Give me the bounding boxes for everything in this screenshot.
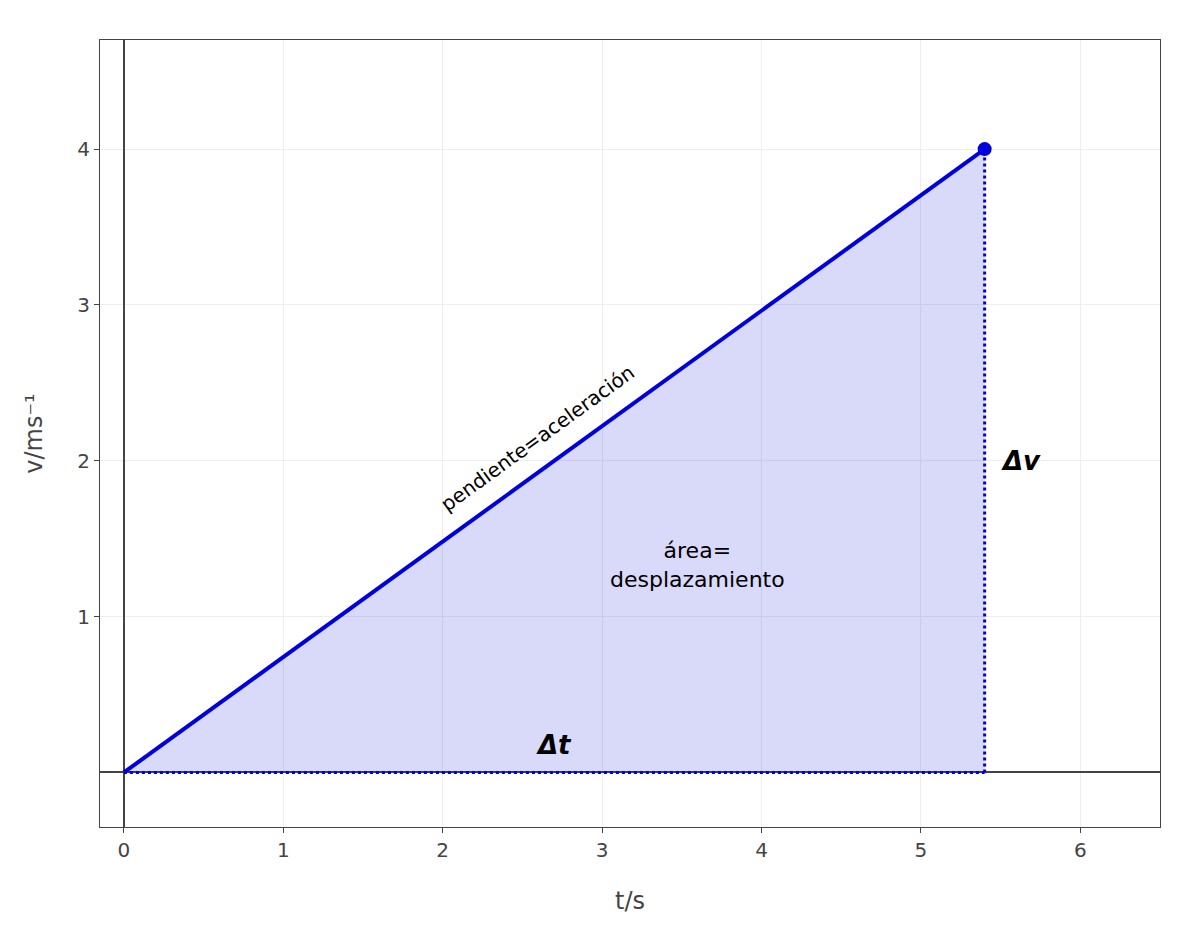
svg-text:4: 4: [77, 137, 90, 161]
svg-text:t/s: t/s: [615, 887, 645, 915]
svg-text:3: 3: [596, 838, 609, 862]
svg-text:3: 3: [77, 293, 90, 317]
svg-text:pendiente=aceleración: pendiente=aceleración: [436, 360, 639, 516]
svg-text:Δt: Δt: [536, 730, 572, 760]
svg-text:1: 1: [277, 838, 290, 862]
svg-text:6: 6: [1074, 838, 1087, 862]
svg-text:2: 2: [436, 838, 449, 862]
svg-text:área=desplazamiento: área=desplazamiento: [610, 538, 785, 592]
svg-text:Δv: Δv: [1001, 446, 1041, 476]
svg-text:5: 5: [915, 838, 928, 862]
svg-text:0: 0: [118, 838, 131, 862]
svg-text:4: 4: [755, 838, 768, 862]
svg-text:v/ms⁻¹: v/ms⁻¹: [20, 393, 48, 473]
svg-text:2: 2: [77, 449, 90, 473]
svg-text:1: 1: [77, 605, 90, 629]
